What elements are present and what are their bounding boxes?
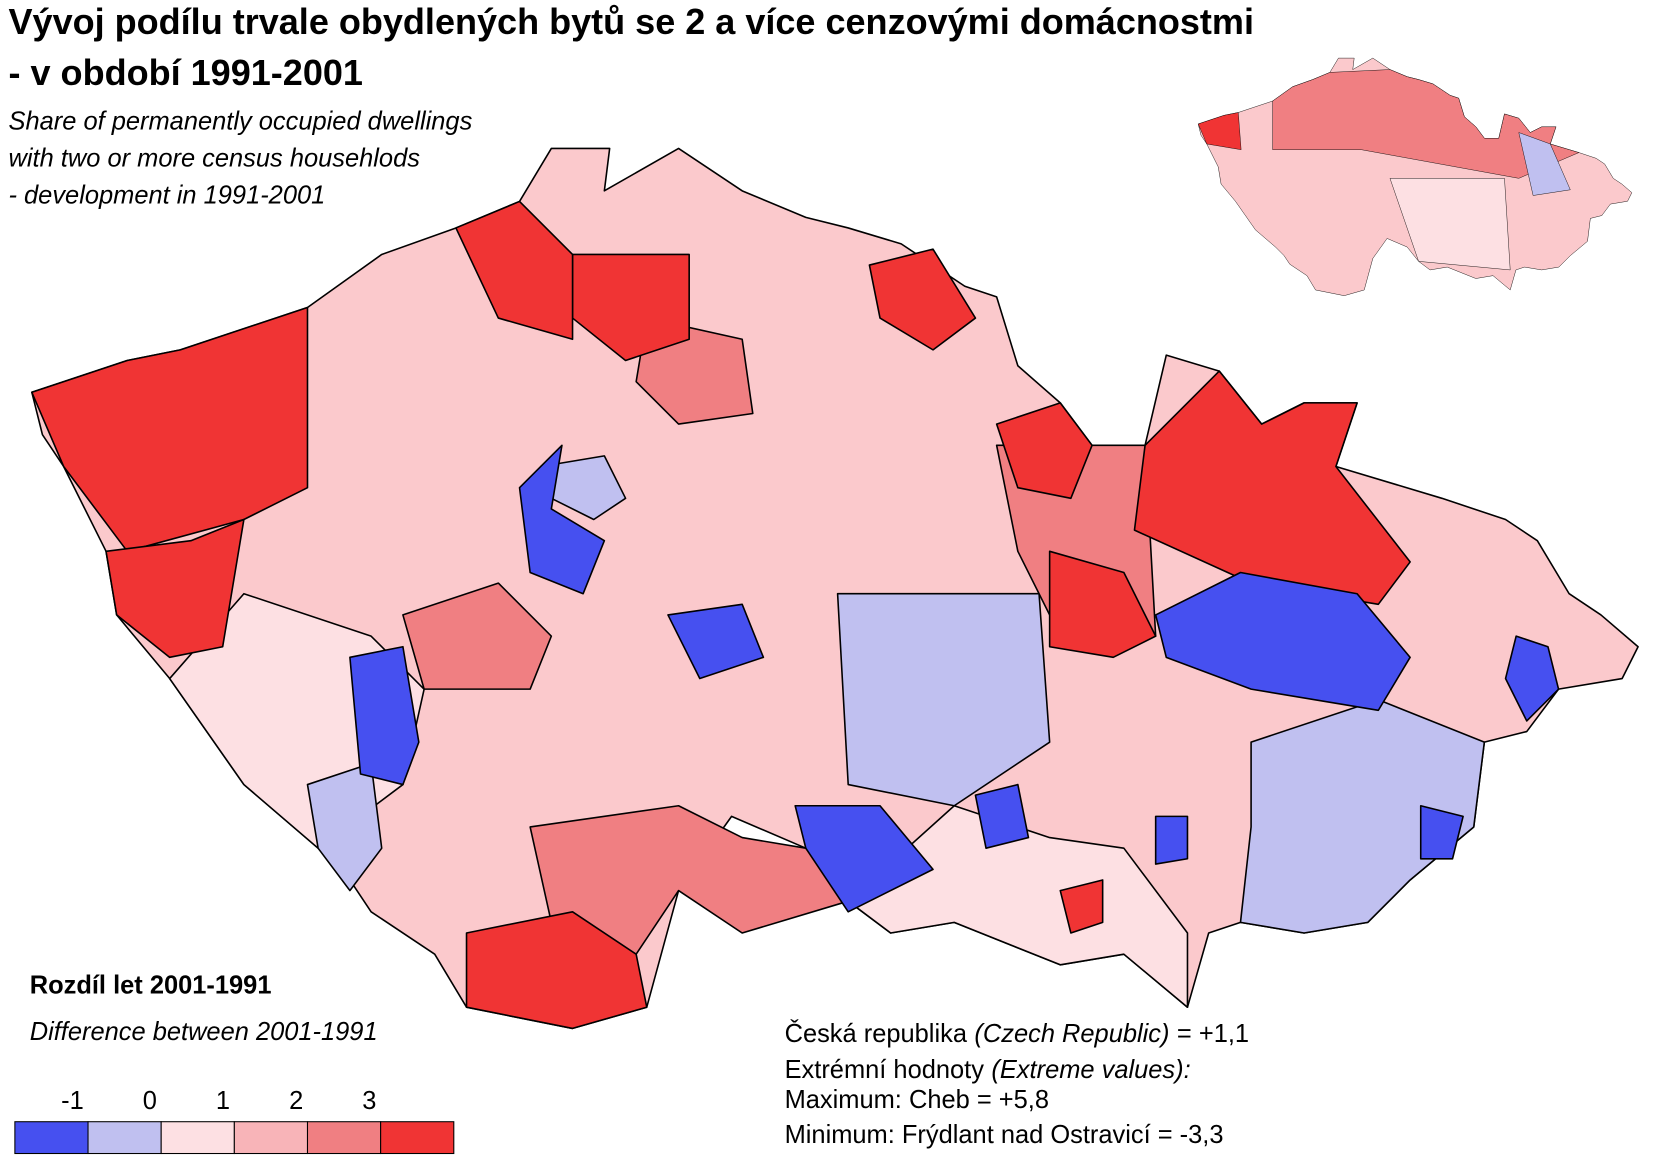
note: Extrémní hodnoty (Extreme values):: [785, 1056, 1191, 1084]
title: - v období 1991-2001: [9, 52, 363, 93]
region: [1048, 550, 1157, 659]
region: [1239, 698, 1486, 934]
region: [1419, 804, 1464, 860]
legend-tick-label: 3: [362, 1087, 376, 1115]
region: [1059, 879, 1104, 934]
legend-tick-label: 2: [289, 1087, 303, 1115]
note: Maximum: Cheb = +5,8: [785, 1086, 1049, 1114]
inset-region: [1389, 178, 1511, 271]
subtitle: Share of permanently occupied dwellings: [9, 107, 473, 135]
inset-map: [1197, 57, 1633, 296]
inset-region: [1272, 69, 1580, 179]
legend-swatch: [160, 1121, 235, 1155]
region: [31, 306, 309, 553]
region: [794, 804, 934, 913]
note-before: Extrémní hodnoty: [785, 1056, 985, 1084]
map: [31, 147, 1639, 1030]
legend-tick-label: 1: [216, 1087, 230, 1115]
region: [349, 645, 420, 786]
legend-tick-label: -1: [61, 1087, 84, 1115]
legend-subtitle: Difference between 2001-1991: [30, 1018, 378, 1046]
region: [518, 444, 606, 595]
legend-swatch: [233, 1121, 309, 1155]
region: [465, 910, 648, 1030]
legend-swatch: [306, 1121, 382, 1155]
region: [1154, 571, 1411, 712]
legend-swatch: [14, 1121, 89, 1155]
legend-swatch: [380, 1121, 455, 1155]
region: [1154, 815, 1189, 865]
region: [402, 582, 553, 690]
note-after: = +1,1: [1177, 1020, 1249, 1048]
inset-region: [1197, 112, 1242, 150]
note-italic: (Czech Republic): [974, 1020, 1169, 1048]
note: Česká republika (Czech Republic) = +1,1: [785, 1019, 1249, 1048]
region: [974, 783, 1030, 849]
note-before: Maximum: Cheb = +5,8: [785, 1086, 1049, 1114]
region: [1133, 370, 1411, 606]
subtitle: with two or more census househlods: [9, 144, 421, 172]
region: [455, 200, 574, 341]
note-italic: (Extreme values):: [991, 1056, 1190, 1084]
inset-region: [1518, 132, 1571, 196]
legend-swatch: [87, 1121, 162, 1155]
legend-tick-label: 0: [143, 1087, 157, 1115]
title: Vývoj podílu trvale obydlených bytů se 2…: [9, 1, 1254, 42]
region: [995, 402, 1093, 500]
title-block: Vývoj podílu trvale obydlených bytů se 2…: [9, 1, 1254, 210]
region: [868, 248, 977, 351]
note-before: Česká republika: [785, 1019, 968, 1048]
note: Minimum: Frýdlant nad Ostravicí = -3,3: [785, 1121, 1224, 1149]
region: [1504, 635, 1560, 722]
legend: Rozdíl let 2001-1991 Difference between …: [14, 971, 455, 1155]
region: [667, 603, 765, 680]
note-before: Minimum: Frýdlant nad Ostravicí = -3,3: [785, 1121, 1224, 1149]
region: [105, 518, 245, 659]
notes: Česká republika (Czech Republic) = +1,1 Ext…: [785, 1019, 1249, 1149]
region: [836, 592, 1051, 807]
legend-title: Rozdíl let 2001-1991: [30, 971, 272, 999]
subtitle: - development in 1991-2001: [9, 182, 326, 210]
